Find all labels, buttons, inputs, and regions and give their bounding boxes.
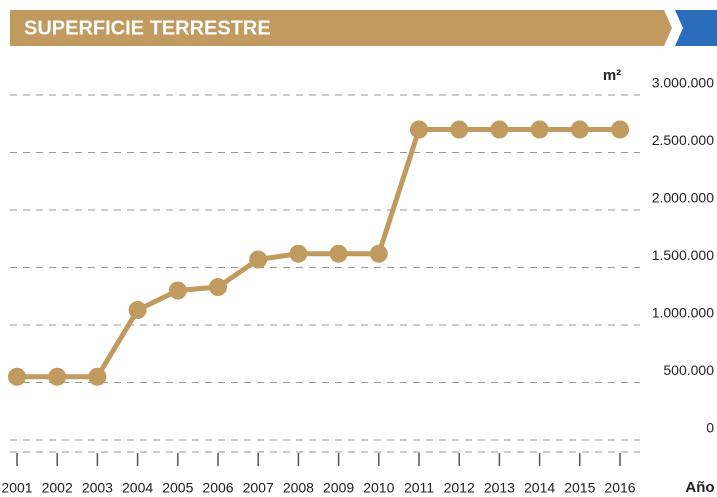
data-point <box>369 244 388 263</box>
x-tick-label: 2006 <box>202 480 233 496</box>
x-tick-label: 2009 <box>323 480 354 496</box>
title-banner <box>10 10 672 46</box>
y-tick-label: 1.500.000 <box>652 247 714 263</box>
data-point <box>410 120 428 139</box>
y-tick-label: 3.000.000 <box>652 75 714 91</box>
data-point <box>490 120 509 139</box>
y-tick-label: 1.000.000 <box>652 305 714 321</box>
data-point <box>611 120 629 139</box>
data-point <box>209 278 227 297</box>
data-point <box>450 120 469 139</box>
x-tick-label: 2014 <box>524 480 555 496</box>
data-point <box>88 367 107 386</box>
x-tick-label: 2012 <box>444 480 475 496</box>
x-tick-label: 2004 <box>122 480 153 496</box>
data-line <box>17 127 620 380</box>
x-tick-label: 2015 <box>564 480 595 496</box>
x-axis-label: Año <box>685 479 714 496</box>
data-point <box>48 367 67 386</box>
x-tick-label: 2013 <box>484 480 515 496</box>
data-point <box>289 244 308 263</box>
x-tick-label: 2005 <box>162 480 193 496</box>
x-tick-label: 2007 <box>243 480 274 496</box>
data-point <box>8 367 26 386</box>
y-tick-label: 2.000.000 <box>652 190 714 206</box>
x-tick-label: 2008 <box>283 480 314 496</box>
x-tick-label: 2011 <box>404 480 434 496</box>
x-tick-label: 2003 <box>82 480 113 496</box>
x-tick-label: 2010 <box>363 480 394 496</box>
chart-title: SUPERFICIE TERRESTRE <box>24 17 271 39</box>
data-point <box>570 120 589 139</box>
data-point <box>249 250 268 269</box>
x-tick-label: 2016 <box>604 480 635 496</box>
y-tick-label: 0 <box>706 420 714 436</box>
y-tick-label: 500.000 <box>663 362 714 378</box>
data-point <box>329 244 348 263</box>
data-point <box>530 120 549 139</box>
data-point <box>128 301 147 320</box>
data-point <box>168 281 187 300</box>
banner-accent <box>675 10 717 46</box>
x-tick-label: 2001 <box>1 480 32 496</box>
y-axis-label: m² <box>603 67 621 84</box>
x-tick-label: 2002 <box>42 480 73 496</box>
y-tick-label: 2.500.000 <box>652 132 714 148</box>
